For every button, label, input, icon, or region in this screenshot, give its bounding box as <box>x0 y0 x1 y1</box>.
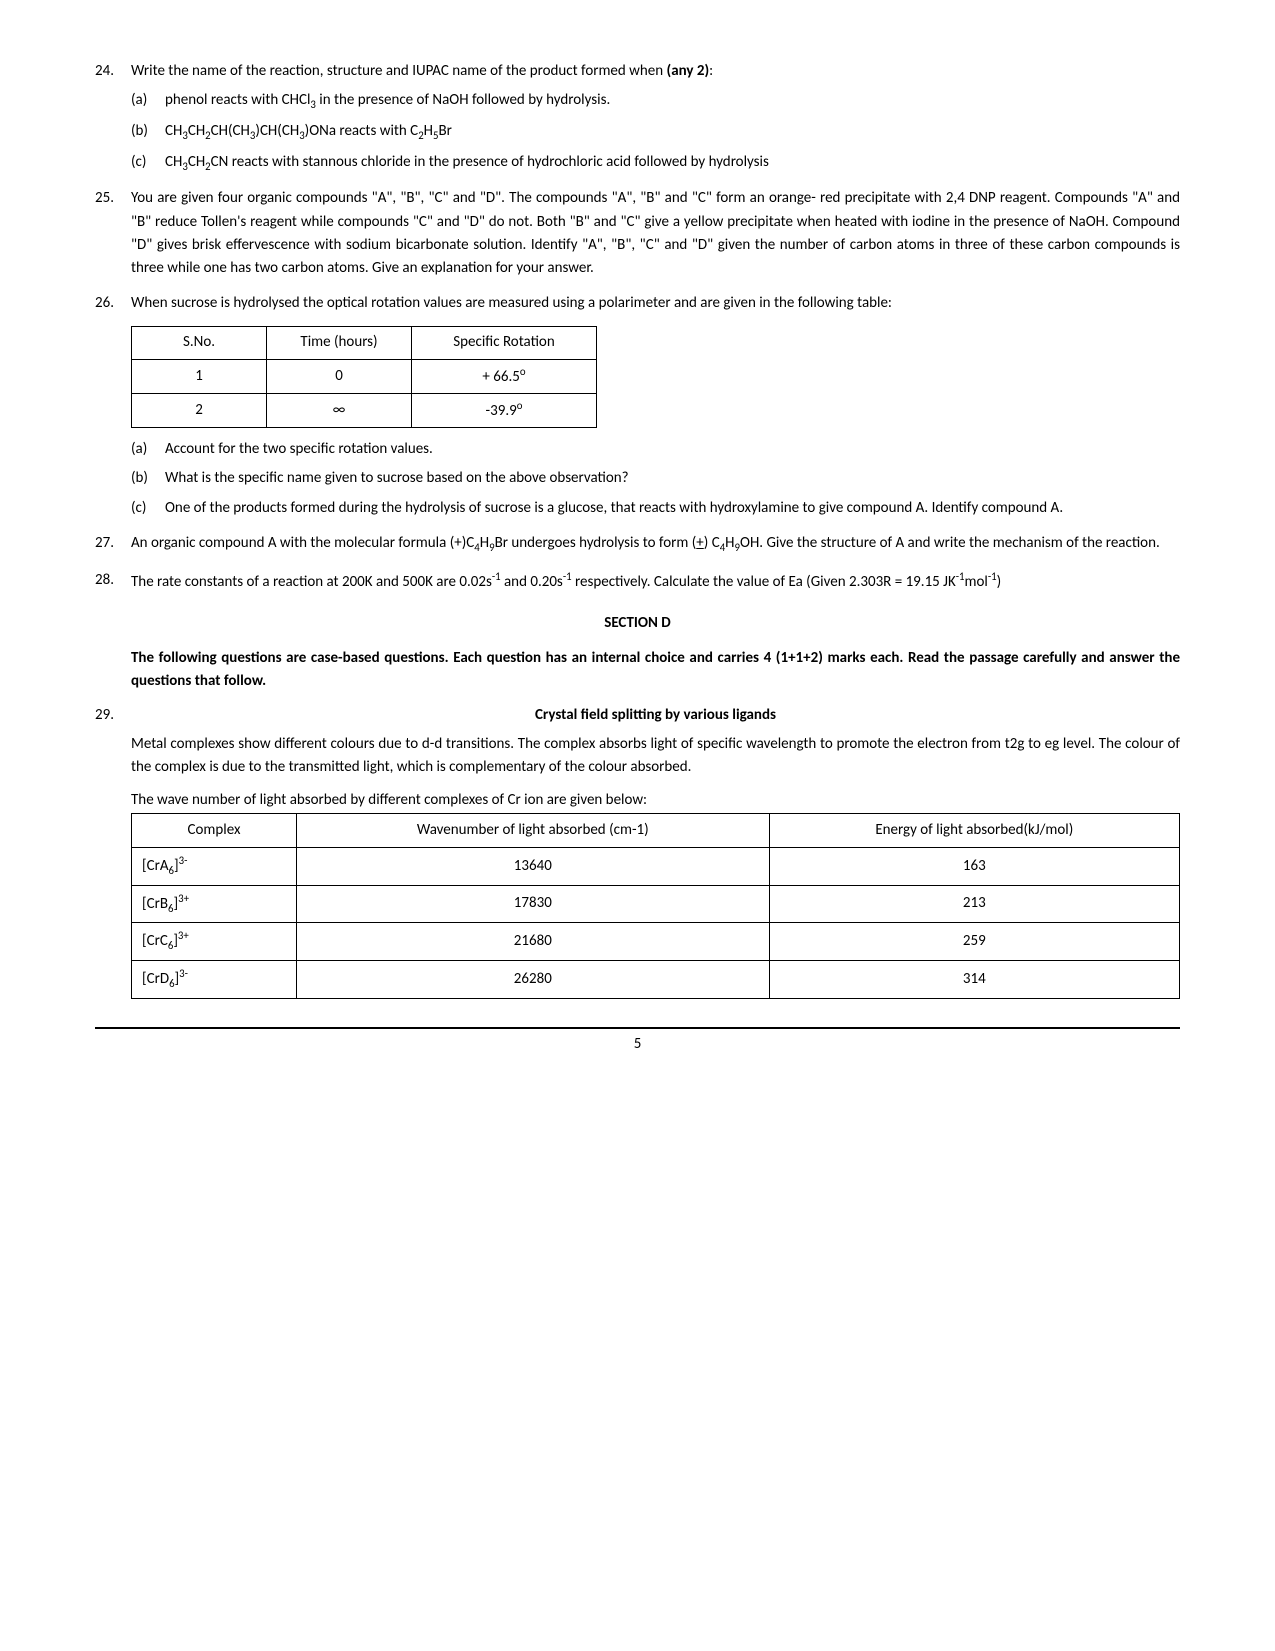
page-footer: 5 <box>95 1027 1180 1056</box>
sucrose-table: S.No. Time (hours) Specific Rotation 1 0… <box>131 326 597 429</box>
q26-a-text: Account for the two specific rotation va… <box>165 438 1180 461</box>
q26-sub-b: (b) What is the specific name given to s… <box>131 467 1180 490</box>
q24-sub-b: (b) CH3CH2CH(CH3)CH(CH3)ONa reacts with … <box>131 120 1180 145</box>
cell: 26280 <box>297 961 770 999</box>
section-d-note: The following questions are case-based q… <box>131 647 1180 694</box>
table-row: [CrB6]3+ 17830 213 <box>132 885 1180 923</box>
page-number: 5 <box>634 1035 642 1053</box>
qnum-28: 28. <box>95 569 131 594</box>
q29-title: Crystal field splitting by various ligan… <box>131 704 1180 727</box>
cell-complex: [CrD6]3- <box>132 961 297 999</box>
cell-complex: [CrC6]3+ <box>132 923 297 961</box>
table-row: [CrA6]3- 13640 163 <box>132 847 1180 885</box>
qbody-28: The rate constants of a reaction at 200K… <box>131 569 1180 594</box>
qnum-29: 29. <box>95 704 131 1009</box>
th-sno: S.No. <box>132 326 267 359</box>
table-row: 2 ∞ -39.9o <box>132 393 597 427</box>
question-28: 28. The rate constants of a reaction at … <box>95 569 1180 594</box>
q24-c-text: CH3CH2CN reacts with stannous chloride i… <box>165 151 1180 176</box>
qbody-27: An organic compound A with the molecular… <box>131 532 1180 557</box>
qnum-24: 24. <box>95 60 131 175</box>
cell: ∞ <box>267 393 412 427</box>
q26-c-label: (c) <box>131 497 165 520</box>
chromium-table: Complex Wavenumber of light absorbed (cm… <box>131 813 1180 999</box>
cell: 259 <box>769 923 1179 961</box>
table-row: 1 0 + 66.5o <box>132 359 597 393</box>
q26-b-label: (b) <box>131 467 165 490</box>
cell-complex: [CrB6]3+ <box>132 885 297 923</box>
table-row: S.No. Time (hours) Specific Rotation <box>132 326 597 359</box>
cell: 213 <box>769 885 1179 923</box>
q24-sub-a: (a) phenol reacts with CHCl3 in the pres… <box>131 89 1180 114</box>
q26-a-label: (a) <box>131 438 165 461</box>
question-29: 29. Crystal field splitting by various l… <box>95 704 1180 1009</box>
q26-b-text: What is the specific name given to sucro… <box>165 467 1180 490</box>
question-24: 24. Write the name of the reaction, stru… <box>95 60 1180 175</box>
table-row: [CrC6]3+ 21680 259 <box>132 923 1180 961</box>
q24-c-label: (c) <box>131 151 165 176</box>
cell: 17830 <box>297 885 770 923</box>
qnum-27: 27. <box>95 532 131 557</box>
q24-b-text: CH3CH2CH(CH3)CH(CH3)ONa reacts with C2H5… <box>165 120 1180 145</box>
qbody-25: You are given four organic compounds "A"… <box>131 187 1180 280</box>
question-27: 27. An organic compound A with the molec… <box>95 532 1180 557</box>
th-energy: Energy of light absorbed(kJ/mol) <box>769 813 1179 847</box>
cell: + 66.5o <box>412 359 597 393</box>
th-time: Time (hours) <box>267 326 412 359</box>
q24-text-prefix: Write the name of the reaction, structur… <box>131 62 667 80</box>
cell: 2 <box>132 393 267 427</box>
q26-c-text: One of the products formed during the hy… <box>165 497 1180 520</box>
q26-sub-c: (c) One of the products formed during th… <box>131 497 1180 520</box>
table-row: Complex Wavenumber of light absorbed (cm… <box>132 813 1180 847</box>
cell: 13640 <box>297 847 770 885</box>
q24-text-bold: (any 2) <box>667 62 710 80</box>
cell: 0 <box>267 359 412 393</box>
th-rotation: Specific Rotation <box>412 326 597 359</box>
q24-a-label: (a) <box>131 89 165 114</box>
question-25: 25. You are given four organic compounds… <box>95 187 1180 280</box>
q29-para: Metal complexes show different colours d… <box>131 733 1180 780</box>
th-wavenumber: Wavenumber of light absorbed (cm-1) <box>297 813 770 847</box>
q24-a-text: phenol reacts with CHCl3 in the presence… <box>165 89 1180 114</box>
qnum-25: 25. <box>95 187 131 280</box>
cell: 163 <box>769 847 1179 885</box>
q26-sub-a: (a) Account for the two specific rotatio… <box>131 438 1180 461</box>
q24-b-label: (b) <box>131 120 165 145</box>
table-row: [CrD6]3- 26280 314 <box>132 961 1180 999</box>
cell: 314 <box>769 961 1179 999</box>
section-d-header: SECTION D <box>95 612 1180 635</box>
qbody-26: When sucrose is hydrolysed the optical r… <box>131 292 1180 520</box>
cell-complex: [CrA6]3- <box>132 847 297 885</box>
cell: 21680 <box>297 923 770 961</box>
q24-sub-c: (c) CH3CH2CN reacts with stannous chlori… <box>131 151 1180 176</box>
cell: -39.9o <box>412 393 597 427</box>
qnum-26: 26. <box>95 292 131 520</box>
cell: 1 <box>132 359 267 393</box>
qbody-29: Crystal field splitting by various ligan… <box>131 704 1180 1009</box>
qbody-24: Write the name of the reaction, structur… <box>131 60 1180 175</box>
q29-table-intro: The wave number of light absorbed by dif… <box>131 789 1180 812</box>
question-26: 26. When sucrose is hydrolysed the optic… <box>95 292 1180 520</box>
th-complex: Complex <box>132 813 297 847</box>
q26-intro: When sucrose is hydrolysed the optical r… <box>131 292 1180 315</box>
q24-text-suffix: : <box>709 62 713 80</box>
